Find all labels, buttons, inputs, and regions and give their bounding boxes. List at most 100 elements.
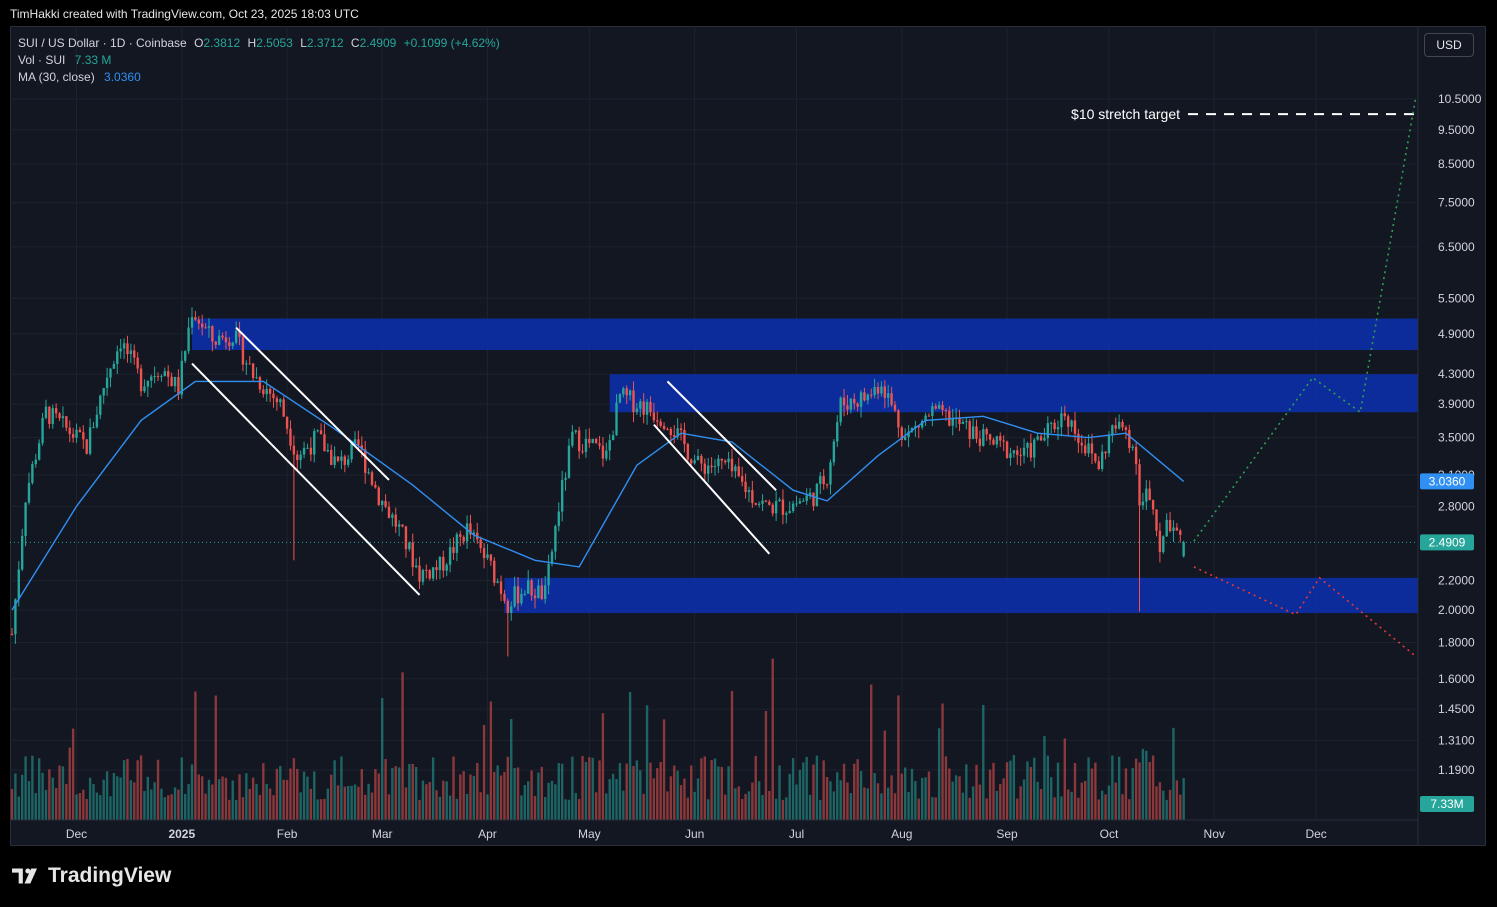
candle-body <box>1148 488 1151 501</box>
candle-body <box>1056 427 1060 430</box>
volume-bar <box>1053 797 1056 820</box>
volume-bar <box>265 783 268 820</box>
volume-bar <box>642 793 645 820</box>
volume-bar <box>618 763 622 820</box>
volume-bar <box>302 771 306 820</box>
candle-body <box>357 439 360 446</box>
candle-body <box>1050 422 1053 424</box>
candle-body <box>119 348 122 352</box>
volume-bar <box>1019 786 1022 820</box>
volume-bar <box>1077 797 1080 820</box>
x-tick-label: Nov <box>1204 827 1225 841</box>
candle-body <box>693 460 696 464</box>
volume-bar <box>893 793 897 820</box>
volume-bar <box>92 783 95 820</box>
volume-bar <box>740 798 744 820</box>
volume-bar <box>150 789 153 820</box>
currency-button[interactable]: USD <box>1424 33 1474 57</box>
volume-bar <box>323 798 326 820</box>
volume-bar <box>968 797 971 820</box>
candle-body <box>975 426 978 439</box>
volume-bar <box>374 769 377 820</box>
volume-bar <box>431 757 435 820</box>
volume-bar <box>686 797 690 820</box>
volume-bar <box>961 792 965 820</box>
volume-bar <box>167 795 170 820</box>
candle-body <box>802 500 805 502</box>
candle-body <box>231 342 234 346</box>
volume-bar <box>774 798 778 820</box>
volume-bar <box>1114 782 1117 820</box>
volume-bar <box>459 774 462 820</box>
candle-body <box>557 511 560 527</box>
bullish-projection <box>1193 95 1417 542</box>
volume-bar <box>472 775 476 820</box>
y-tick-label: 1.6000 <box>1438 672 1475 686</box>
legend-ma: MA (30, close) 3.0360 <box>18 70 141 84</box>
volume-bar <box>350 785 353 820</box>
volume-bar <box>723 794 727 820</box>
volume-bar <box>666 791 669 820</box>
volume-bar <box>17 796 20 820</box>
volume-bar <box>119 777 122 820</box>
candle-body <box>1009 453 1012 459</box>
volume-bar <box>343 786 347 820</box>
volume-bar <box>537 772 540 820</box>
volume-bar <box>564 799 567 820</box>
candle-body <box>513 586 516 607</box>
price-zone <box>191 318 1419 351</box>
candle-body <box>1022 447 1026 456</box>
volume-bar <box>404 787 408 820</box>
candle-body <box>870 394 873 396</box>
volume-bar <box>85 799 88 820</box>
price-chart[interactable]: $10 stretch target 10.5000 9.5000 8.5000 7.… <box>10 26 1486 846</box>
volume-bar <box>550 780 554 820</box>
candle-body <box>560 479 564 512</box>
volume-bar <box>523 785 527 820</box>
candle-body <box>414 565 418 568</box>
candle-body <box>197 319 200 324</box>
candle-body <box>401 524 404 527</box>
candle-body <box>34 459 37 465</box>
candle-body <box>927 415 931 417</box>
candle-body <box>279 399 282 403</box>
legend-high-value: 2.5053 <box>256 36 293 50</box>
volume-bar <box>645 705 649 820</box>
volume-bar <box>58 765 61 820</box>
candle-body <box>564 477 567 480</box>
volume-bar <box>503 772 506 820</box>
moving-average-line <box>11 380 1185 611</box>
volume-bar <box>985 798 988 820</box>
volume-bar <box>197 774 200 820</box>
volume-bar <box>262 763 265 820</box>
candle-body <box>452 547 455 553</box>
candle-body <box>740 476 744 482</box>
candle-body <box>1168 519 1172 532</box>
volume-bar <box>65 783 68 820</box>
volume-bar <box>78 793 82 820</box>
candle-body <box>662 425 666 429</box>
volume-bar <box>506 756 510 820</box>
candle-body <box>1029 442 1033 458</box>
candle-body <box>611 435 615 441</box>
volume-bar <box>44 789 48 820</box>
candle-body <box>632 390 635 413</box>
volume-bar <box>1179 794 1182 820</box>
candle-body <box>1039 436 1043 441</box>
volume-bar <box>187 784 190 820</box>
candle-body <box>82 432 85 440</box>
volume-bar <box>1012 755 1016 820</box>
volume-bar <box>693 791 696 820</box>
volume-bar <box>883 730 886 820</box>
volume-bar <box>61 766 65 820</box>
volume-bar <box>836 772 839 820</box>
y-tick-label: 7.5000 <box>1438 196 1475 210</box>
volume-bar <box>1172 727 1175 820</box>
volume-bar <box>51 777 54 820</box>
candle-body <box>99 395 102 415</box>
volume-bar <box>995 790 999 820</box>
volume-bar <box>937 728 941 820</box>
candle-body <box>350 443 353 460</box>
candle-body <box>207 326 211 328</box>
candle-body <box>985 429 988 435</box>
